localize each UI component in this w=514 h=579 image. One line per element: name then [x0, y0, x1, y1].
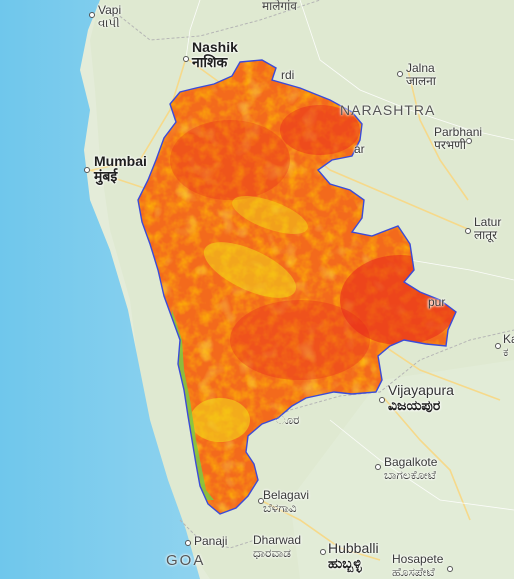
city-dot-belagavi[interactable]: [258, 498, 264, 504]
city-belagavi[interactable]: Belagavi ಬೆಳಗಾವಿ: [263, 488, 310, 515]
city-dot-mumbai[interactable]: [84, 167, 90, 173]
city-nashik[interactable]: Nashik नाशिक: [192, 39, 238, 70]
city-parbhani[interactable]: Parbhani परभणी: [434, 125, 483, 152]
city-dot-bagalkote[interactable]: [375, 464, 381, 470]
karnataka-terrain: [290, 360, 514, 579]
city-dot-nashik[interactable]: [183, 56, 189, 62]
city-dot-ka[interactable]: [495, 343, 501, 349]
partial-label-ar: ar: [354, 142, 365, 156]
region-label-maharashtra: NARASHTRA: [340, 102, 436, 118]
city-jalna[interactable]: Jalna जालना: [406, 61, 436, 88]
state-border-karnataka: [249, 329, 514, 431]
city-hubballi[interactable]: Hubballi ಹುಬ್ಬಳ್ಳಿ: [328, 540, 379, 571]
region-label-goa: GOA: [166, 552, 206, 569]
city-panaji[interactable]: Panaji: [194, 534, 228, 548]
city-dot-panaji[interactable]: [185, 540, 191, 546]
partial-label-rdi: rdi: [281, 68, 295, 82]
city-dot-hubballi[interactable]: [320, 549, 326, 555]
city-dot-vapi[interactable]: [89, 12, 95, 18]
partial-label-ur: ೂರ: [276, 413, 300, 427]
basin-boundary[interactable]: [137, 59, 457, 515]
city-mumbai[interactable]: Mumbai मुंबई: [94, 153, 147, 184]
city-dot-jalna[interactable]: [397, 71, 403, 77]
partial-label-pur: pur: [428, 295, 446, 309]
city-vijayapura[interactable]: Vijayapura ವಿಜಯಪುರ: [388, 382, 454, 413]
city-vapi[interactable]: Vapi વાપી: [98, 3, 122, 30]
city-bagalkote[interactable]: Bagalkote ಬಾಗಲಕೋಟೆ: [384, 455, 438, 482]
city-hosapete[interactable]: Hosapete ಹೊಸಪೇಟೆ: [392, 552, 444, 579]
state-border-goa: [179, 519, 256, 549]
top-city-label: मालेगांव: [262, 0, 297, 13]
city-dot-latur[interactable]: [465, 228, 471, 234]
city-dharwad[interactable]: Dharwad ಧಾರವಾಡ: [253, 533, 302, 560]
city-dot-vijayapura[interactable]: [379, 397, 385, 403]
city-dot-parbhani[interactable]: [466, 138, 472, 144]
minor-roads: [185, 0, 514, 511]
city-dot-hosapete[interactable]: [447, 566, 453, 572]
state-border-north: [111, 0, 321, 41]
city-latur[interactable]: Latur लातूर: [474, 215, 502, 242]
partial-label-ka: Ka ಕ: [503, 332, 514, 359]
arabian-sea: [0, 0, 200, 579]
